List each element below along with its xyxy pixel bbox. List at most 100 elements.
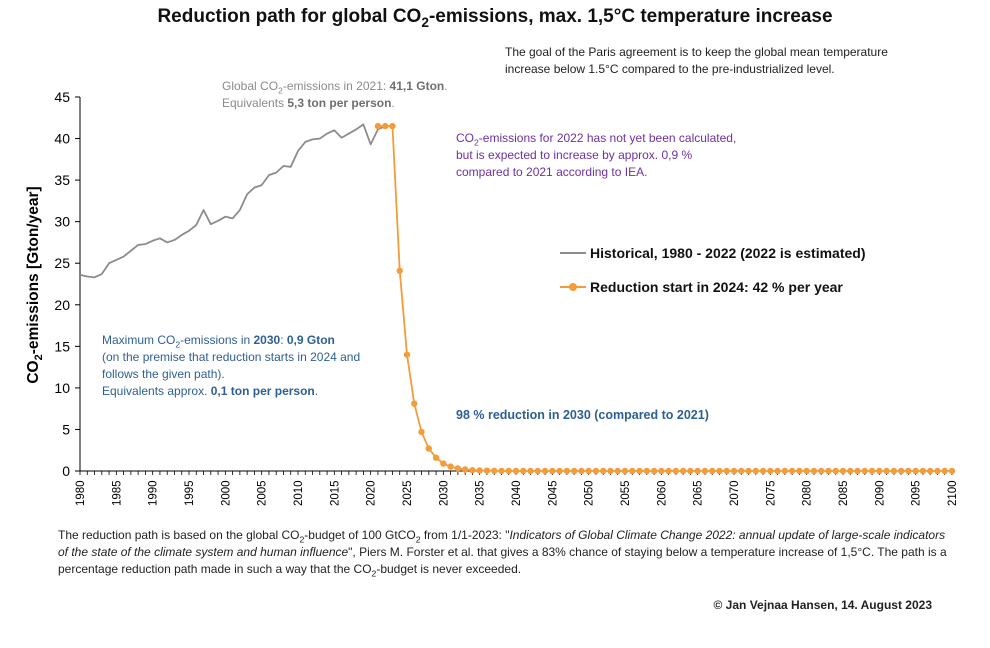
y-tick-label: 25 bbox=[54, 255, 70, 271]
legend: Historical, 1980 - 2022 (2022 is estimat… bbox=[560, 236, 865, 304]
reduction-point bbox=[534, 467, 541, 475]
y-tick-labels: 0 5 10 15 20 25 30 35 40 45 bbox=[54, 89, 80, 479]
x-tick-label: 2015 bbox=[329, 480, 341, 506]
x-tick-label: 1980 bbox=[75, 480, 87, 506]
footer-source-note: The reduction path is based on the globa… bbox=[58, 528, 947, 579]
reduction-point bbox=[927, 467, 934, 475]
reduction-point bbox=[825, 467, 832, 475]
reduction-point bbox=[818, 467, 825, 475]
x-tick-label: 2065 bbox=[693, 480, 705, 506]
author-credit: © Jan Vejnaa Hansen, 14. August 2023 bbox=[713, 598, 933, 612]
reduction-point bbox=[854, 467, 861, 475]
reduction-point bbox=[621, 467, 629, 475]
reduction-point bbox=[941, 467, 948, 475]
reduction-point bbox=[883, 467, 890, 475]
reduction-point bbox=[694, 467, 701, 475]
reduction-point bbox=[491, 467, 498, 475]
reduction-point bbox=[476, 467, 483, 474]
x-tick-label: 2075 bbox=[765, 480, 777, 506]
reduction-point bbox=[505, 467, 512, 475]
reduction-point bbox=[483, 467, 491, 474]
legend-label-historical: Historical, 1980 - 2022 (2022 is estimat… bbox=[590, 245, 866, 261]
historical-line bbox=[79, 123, 386, 279]
y-tick-label: 0 bbox=[62, 463, 70, 479]
y-tick-label: 45 bbox=[54, 89, 70, 105]
reduction-point bbox=[861, 467, 868, 475]
reduction-point bbox=[745, 467, 752, 475]
reduction-2030-note: 98 % reduction in 2030 (compared to 2021… bbox=[456, 408, 709, 422]
reduction-point bbox=[934, 467, 941, 475]
reduction-point bbox=[578, 467, 585, 475]
x-tick-labels: 1980 1985 1990 1995 2000 2005 2010 2015 2020 2025… bbox=[75, 471, 959, 506]
reduction-point bbox=[454, 465, 462, 472]
reduction-point bbox=[672, 467, 680, 475]
reduction-point bbox=[469, 466, 476, 474]
reduction-point bbox=[411, 400, 418, 407]
y-tick-label: 15 bbox=[54, 338, 70, 354]
x-tick-label: 2095 bbox=[911, 480, 923, 506]
paris-agreement-note: The goal of the Paris agreement is to ke… bbox=[505, 45, 888, 76]
legend-swatch-historical bbox=[560, 247, 586, 259]
reduction-point bbox=[730, 467, 738, 475]
y-tick-label: 35 bbox=[54, 172, 70, 188]
reduction-point bbox=[607, 467, 614, 475]
y-tick-label: 30 bbox=[54, 214, 70, 230]
reduction-point bbox=[556, 467, 563, 475]
reduction-point bbox=[709, 467, 716, 475]
reduction-point bbox=[549, 467, 556, 475]
x-tick-label: 2055 bbox=[620, 480, 632, 506]
reduction-point bbox=[541, 467, 549, 475]
reduction-point bbox=[447, 463, 454, 470]
reduction-point bbox=[382, 122, 389, 130]
reduction-point bbox=[585, 467, 592, 475]
estimate-2022-note: CO2-emissions for 2022 has not yet been … bbox=[456, 131, 737, 179]
reduction-point bbox=[520, 467, 527, 475]
x-tick-label: 2045 bbox=[547, 480, 559, 506]
reduction-point bbox=[912, 467, 919, 475]
historical-series bbox=[79, 123, 386, 279]
reduction-point bbox=[512, 467, 520, 475]
reduction-point bbox=[847, 467, 854, 475]
reduction-point bbox=[563, 467, 571, 475]
x-tick-label: 2060 bbox=[656, 480, 668, 506]
x-tick-label: 2000 bbox=[220, 480, 232, 506]
chart-title: Reduction path for global CO2-emissions,… bbox=[157, 6, 833, 30]
reduction-point bbox=[839, 467, 847, 475]
reduction-point bbox=[687, 467, 694, 475]
reduction-point bbox=[592, 467, 600, 475]
x-tick-label: 2035 bbox=[475, 480, 487, 506]
reduction-point bbox=[723, 467, 730, 475]
reduction-point bbox=[759, 467, 767, 475]
x-tick-label: 2025 bbox=[402, 480, 414, 506]
reduction-point bbox=[876, 467, 883, 475]
reduction-point bbox=[374, 122, 382, 130]
reduction-point bbox=[665, 467, 672, 475]
reduction-point bbox=[389, 122, 396, 130]
reduction-point bbox=[868, 467, 876, 475]
x-tick-label: 1990 bbox=[148, 480, 160, 506]
y-tick-label: 40 bbox=[54, 131, 70, 147]
y-tick-label: 10 bbox=[54, 380, 70, 396]
x-tick-label: 2030 bbox=[438, 480, 450, 506]
reduction-point bbox=[432, 454, 440, 461]
reduction-point bbox=[636, 467, 643, 475]
reduction-point bbox=[752, 467, 759, 475]
reduction-point bbox=[919, 467, 927, 475]
reduction-point bbox=[890, 467, 898, 475]
reduction-point bbox=[948, 467, 956, 475]
reduction-point bbox=[767, 467, 774, 475]
x-tick-label: 2085 bbox=[838, 480, 850, 506]
reduction-point bbox=[527, 467, 534, 475]
x-tick-label: 2010 bbox=[293, 480, 305, 506]
reduction-point bbox=[832, 467, 839, 475]
reduction-point bbox=[461, 466, 469, 473]
x-tick-label: 2020 bbox=[366, 480, 378, 506]
reduction-point bbox=[781, 467, 789, 475]
x-tick-label: 2070 bbox=[729, 480, 741, 506]
historical-emissions-note: Global CO2-emissions in 2021: 41,1 Gton.… bbox=[222, 79, 448, 110]
reduction-point bbox=[570, 467, 578, 475]
reduction-point bbox=[650, 467, 658, 475]
x-tick-label: 1985 bbox=[111, 480, 123, 506]
reduction-point bbox=[701, 467, 709, 475]
